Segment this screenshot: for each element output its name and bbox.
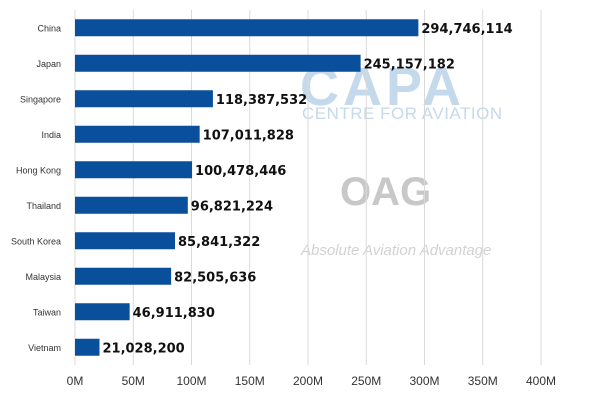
bar [75, 125, 200, 143]
category-label: South Korea [11, 236, 61, 246]
bar [75, 303, 130, 321]
value-label: 118,387,532 [216, 93, 307, 108]
category-label: Taiwan [33, 307, 61, 317]
value-label: 46,911,830 [133, 306, 215, 321]
x-tick-label: 400M [526, 374, 556, 388]
category-label: Vietnam [28, 343, 61, 353]
value-label: 82,505,636 [174, 270, 256, 285]
bar [75, 19, 419, 37]
category-label: China [37, 23, 61, 33]
category-label: India [41, 130, 61, 140]
category-label: Japan [36, 59, 61, 69]
bar [75, 267, 172, 285]
value-label: 245,157,182 [364, 57, 455, 72]
category-label: Malaysia [25, 272, 61, 282]
bar [75, 54, 361, 72]
x-tick-label: 300M [409, 374, 439, 388]
value-label: 85,841,322 [178, 235, 260, 250]
x-tick-label: 200M [293, 374, 323, 388]
value-label: 294,746,114 [421, 22, 512, 37]
x-tick-label: 50M [122, 374, 145, 388]
bar [75, 90, 213, 108]
x-tick-label: 350M [468, 374, 498, 388]
value-label: 21,028,200 [102, 341, 184, 356]
x-tick-label: 250M [351, 374, 381, 388]
x-tick-label: 0M [67, 374, 84, 388]
bar [75, 338, 100, 356]
bar [75, 161, 193, 179]
category-label: Hong Kong [16, 165, 61, 175]
bar [75, 196, 188, 214]
value-label: 107,011,828 [203, 128, 294, 143]
bar [75, 232, 176, 250]
value-label: 96,821,224 [191, 199, 273, 214]
category-label: Thailand [26, 201, 61, 211]
category-label: Singapore [20, 94, 61, 104]
x-tick-label: 100M [176, 374, 206, 388]
value-label: 100,478,446 [195, 164, 286, 179]
x-tick-label: 150M [235, 374, 265, 388]
